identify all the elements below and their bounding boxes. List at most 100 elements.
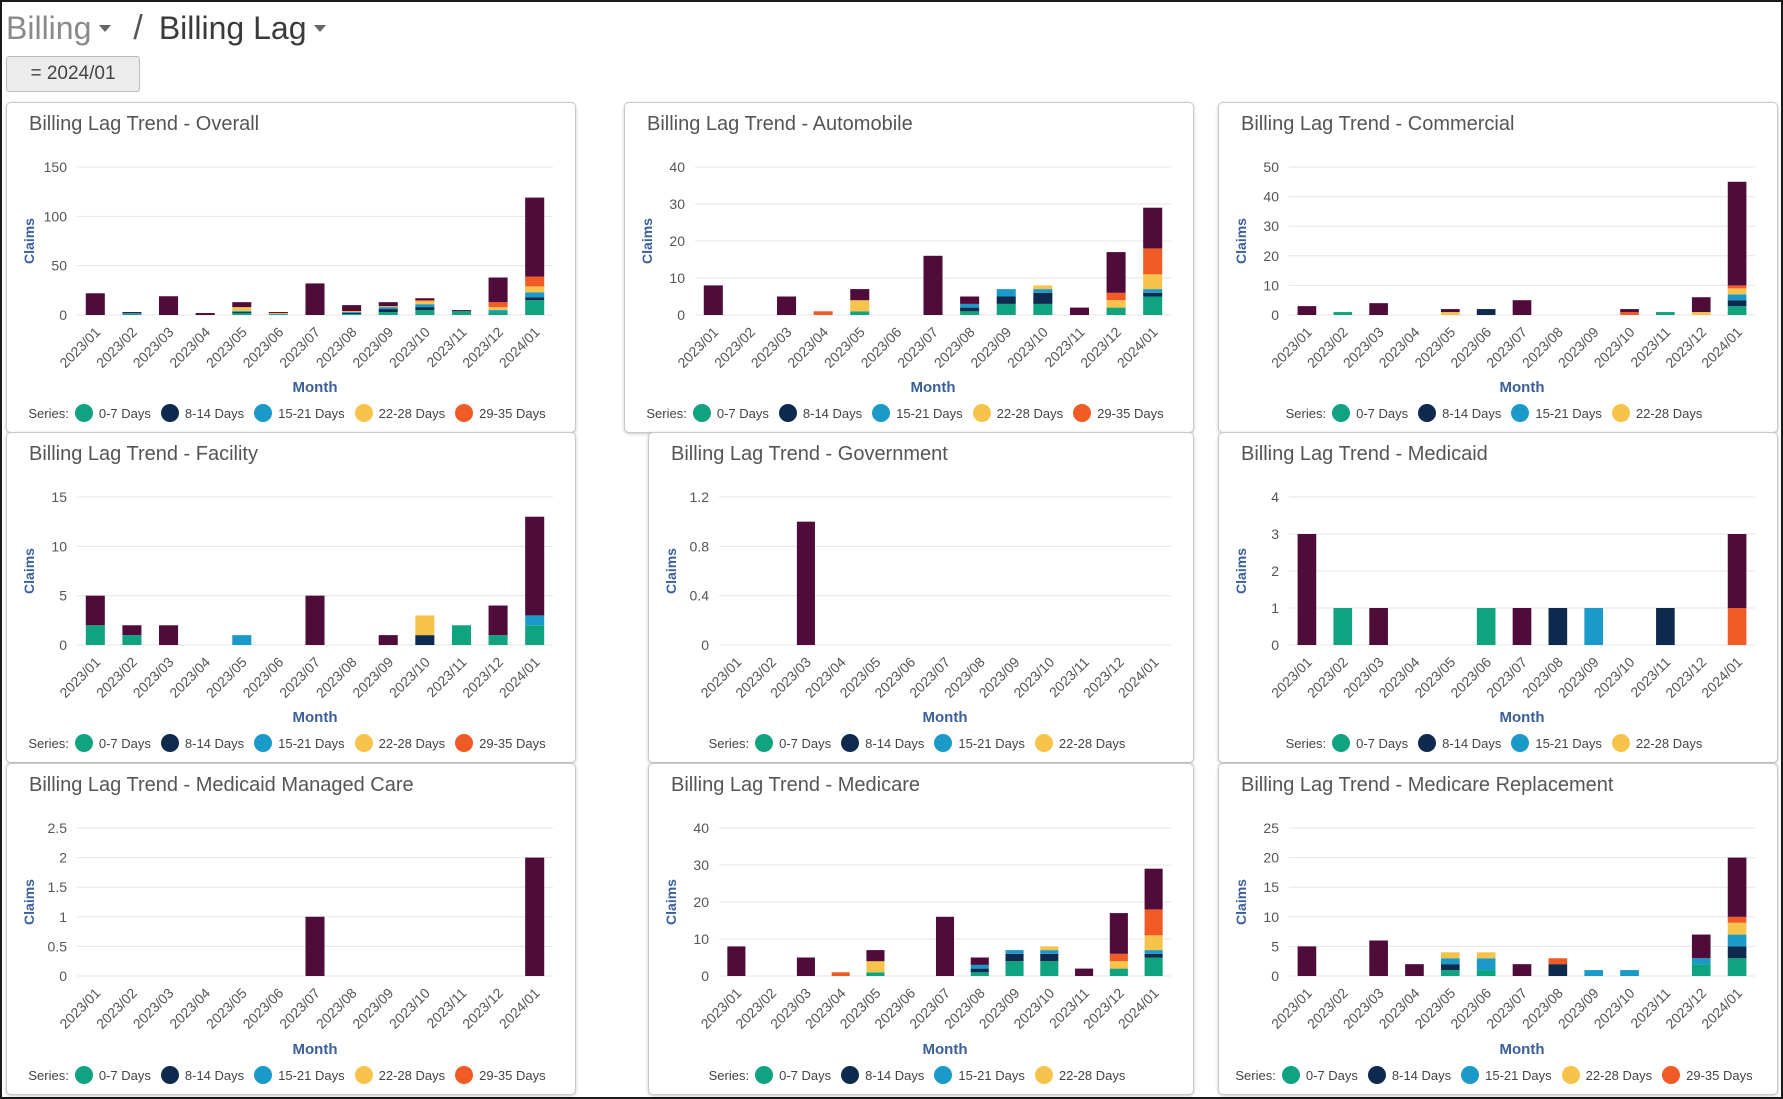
legend-item-15-21-days[interactable]: 15-21 Days (254, 1066, 345, 1084)
bar-segment-15-21-days[interactable] (378, 307, 398, 310)
bar-segment-0-7-days[interactable] (1333, 608, 1353, 645)
bar-segment-29-35-days[interactable] (1144, 909, 1163, 936)
bar-segment-29-35-days[interactable] (1727, 916, 1747, 923)
bar-segment-36-days[interactable] (525, 516, 545, 616)
bar-segment-22-28-days[interactable] (1143, 274, 1163, 290)
bar-segment-36-days[interactable] (703, 285, 723, 315)
bar-segment-8-14-days[interactable] (1656, 608, 1675, 645)
bar-segment-0-7-days[interactable] (1691, 964, 1711, 976)
bar-segment-0-7-days[interactable] (1727, 958, 1747, 976)
legend-item-8-14-days[interactable]: 8-14 Days (1418, 734, 1501, 752)
legend-item-15-21-days[interactable]: 15-21 Days (1511, 404, 1602, 422)
bar-segment-8-14-days[interactable] (1040, 953, 1059, 962)
bar-segment-8-14-days[interactable] (525, 297, 545, 301)
bar-segment-36-days[interactable] (796, 521, 815, 645)
bar-segment-8-14-days[interactable] (1143, 292, 1163, 297)
legend-item-22-28-days[interactable]: 22-28 Days (354, 734, 445, 752)
legend-item-15-21-days[interactable]: 15-21 Days (1461, 1066, 1552, 1084)
bar-segment-0-7-days[interactable] (996, 303, 1016, 315)
bar-segment-8-14-days[interactable] (970, 968, 989, 973)
bar-segment-15-21-days[interactable] (970, 964, 989, 969)
bar-segment-0-7-days[interactable] (1109, 968, 1128, 976)
bar-segment-36-days[interactable] (960, 296, 980, 304)
bar-segment-36-days[interactable] (525, 197, 545, 277)
bar-segment-22-28-days[interactable] (850, 300, 870, 312)
legend-item-15-21-days[interactable]: 15-21 Days (254, 404, 345, 422)
bar-segment-36-days[interactable] (1727, 181, 1747, 286)
legend-item-0-7-days[interactable]: 0-7 Days (755, 734, 831, 752)
bar-segment-36-days[interactable] (85, 293, 105, 315)
legend-item-8-14-days[interactable]: 8-14 Days (841, 734, 924, 752)
bar-segment-0-7-days[interactable] (415, 310, 435, 315)
bar-segment-22-28-days[interactable] (1040, 946, 1059, 951)
legend-item-22-28-days[interactable]: 22-28 Days (1034, 1066, 1125, 1084)
legend-item-22-28-days[interactable]: 22-28 Days (1561, 1066, 1652, 1084)
bar-segment-0-7-days[interactable] (1727, 306, 1747, 315)
bar-segment-36-days[interactable] (195, 313, 215, 315)
bar-segment-8-14-days[interactable] (1033, 292, 1053, 304)
bar-segment-0-7-days[interactable] (378, 312, 398, 315)
bar-segment-29-35-days[interactable] (813, 311, 833, 315)
bar-segment-36-days[interactable] (1727, 857, 1747, 917)
bar-segment-29-35-days[interactable] (1109, 953, 1128, 962)
bar-segment-22-28-days[interactable] (866, 961, 885, 973)
bar-segment-0-7-days[interactable] (1144, 957, 1163, 977)
bar-segment-15-21-days[interactable] (488, 310, 508, 313)
bar-segment-22-28-days[interactable] (488, 307, 508, 311)
bar-segment-22-28-days[interactable] (1727, 288, 1747, 295)
legend-item-0-7-days[interactable]: 0-7 Days (1332, 404, 1408, 422)
bar-segment-36-days[interactable] (1369, 940, 1388, 976)
bar-segment-29-35-days[interactable] (488, 302, 508, 308)
bar-segment-8-14-days[interactable] (1548, 608, 1568, 645)
bar-segment-36-days[interactable] (159, 625, 179, 645)
bar-segment-36-days[interactable] (1512, 608, 1532, 645)
bar-segment-36-days[interactable] (935, 916, 955, 976)
bar-segment-8-14-days[interactable] (1005, 953, 1024, 962)
bar-segment-36-days[interactable] (159, 296, 179, 315)
bar-segment-36-days[interactable] (796, 957, 815, 977)
bar-segment-29-35-days[interactable] (525, 276, 545, 287)
bar-segment-0-7-days[interactable] (342, 314, 362, 316)
bar-segment-36-days[interactable] (777, 296, 797, 316)
legend-item-15-21-days[interactable]: 15-21 Days (934, 734, 1025, 752)
bar-segment-22-28-days[interactable] (232, 307, 252, 312)
bar-segment-0-7-days[interactable] (122, 314, 142, 316)
bar-segment-36-days[interactable] (923, 255, 943, 315)
bar-segment-8-14-days[interactable] (1727, 946, 1747, 959)
bar-segment-36-days[interactable] (1691, 297, 1711, 313)
bar-segment-22-28-days[interactable] (1440, 312, 1460, 315)
bar-segment-8-14-days[interactable] (232, 312, 252, 314)
bar-segment-0-7-days[interactable] (232, 313, 252, 315)
bar-segment-0-7-days[interactable] (1333, 312, 1353, 315)
breadcrumb-billing[interactable]: Billing (6, 10, 112, 47)
bar-segment-15-21-days[interactable] (268, 314, 288, 316)
bar-segment-0-7-days[interactable] (85, 625, 105, 645)
bar-segment-0-7-days[interactable] (1106, 307, 1126, 315)
bar-segment-29-35-days[interactable] (1620, 312, 1639, 315)
legend-item-22-28-days[interactable]: 22-28 Days (1611, 734, 1702, 752)
legend-item-22-28-days[interactable]: 22-28 Days (1034, 734, 1125, 752)
legend-item-8-14-days[interactable]: 8-14 Days (1367, 1066, 1451, 1084)
legend-item-22-28-days[interactable]: 22-28 Days (972, 404, 1063, 422)
bar-segment-8-14-days[interactable] (342, 313, 362, 315)
bar-segment-15-21-days[interactable] (232, 311, 252, 313)
bar-segment-0-7-days[interactable] (1040, 961, 1059, 976)
bar-segment-0-7-days[interactable] (850, 311, 870, 315)
bar-segment-15-21-days[interactable] (1584, 970, 1604, 976)
legend-item-8-14-days[interactable]: 8-14 Days (160, 404, 244, 422)
bar-segment-0-7-days[interactable] (451, 625, 471, 645)
bar-segment-36-days[interactable] (1297, 306, 1317, 315)
legend-item-15-21-days[interactable]: 15-21 Days (254, 734, 345, 752)
bar-segment-36-days[interactable] (268, 312, 288, 314)
legend-item-22-28-days[interactable]: 22-28 Days (354, 1066, 445, 1084)
bar-segment-36-days[interactable] (378, 302, 398, 307)
breadcrumb-billing-lag[interactable]: Billing Lag (159, 10, 327, 47)
bar-segment-15-21-days[interactable] (415, 304, 435, 308)
legend-item-22-28-days[interactable]: 22-28 Days (1611, 404, 1702, 422)
bar-segment-29-35-days[interactable] (1143, 248, 1163, 275)
legend-item-15-21-days[interactable]: 15-21 Days (1511, 734, 1602, 752)
bar-segment-36-days[interactable] (85, 595, 105, 626)
bar-segment-15-21-days[interactable] (122, 313, 142, 315)
legend-item-15-21-days[interactable]: 15-21 Days (872, 404, 963, 422)
bar-segment-0-7-days[interactable] (1476, 970, 1496, 976)
